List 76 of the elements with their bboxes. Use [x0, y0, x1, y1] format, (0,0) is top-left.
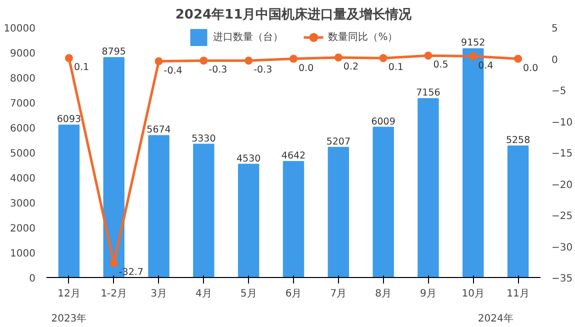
- y2-tick-label: −15: [552, 148, 573, 160]
- y-tick-label: 10000: [4, 24, 36, 34]
- x-tick-label: 10月: [462, 288, 485, 300]
- y-tick-label: 5000: [10, 148, 36, 160]
- point: [469, 52, 478, 60]
- y2-tick-label: −10: [552, 117, 573, 128]
- x-tick-label: 12月: [58, 288, 80, 300]
- data-label: 8795: [102, 46, 126, 58]
- y-tick-label: 0: [29, 274, 36, 284]
- point: [244, 56, 253, 65]
- y2-tick-label: −20: [552, 180, 573, 191]
- point: [64, 54, 73, 62]
- data-label: 7156: [416, 88, 440, 99]
- y-tick-label: 9000: [10, 48, 36, 60]
- data-label: 4642: [281, 150, 306, 162]
- point: [514, 54, 522, 63]
- y2-tick-label: 5: [552, 24, 558, 34]
- data-label: 6093: [56, 114, 82, 126]
- bar: [282, 160, 304, 278]
- data-label: -0.3: [208, 64, 228, 76]
- data-label: -0.3: [254, 64, 272, 76]
- bar: [372, 126, 394, 278]
- y-tick-label: 8000: [10, 74, 36, 84]
- point: [424, 52, 432, 60]
- y2-tick-label: −25: [552, 211, 573, 222]
- bar: [193, 144, 214, 278]
- y2-tick-label: −30: [552, 242, 573, 254]
- legend-label: 进口数量（台）: [213, 30, 284, 44]
- chart-title: 2024年11月中国机床进口量及增长情况: [175, 6, 413, 22]
- data-label: 0.2: [343, 62, 359, 72]
- y-tick-label: 2000: [10, 224, 36, 234]
- bar: [507, 146, 529, 278]
- x-tick-label: 3月: [150, 288, 167, 300]
- y-tick-label: 6000: [10, 124, 36, 134]
- data-label: 5330: [192, 133, 216, 144]
- point: [290, 54, 298, 63]
- point: [110, 259, 118, 268]
- data-label: 4530: [236, 153, 261, 164]
- data-label: 9152: [461, 38, 486, 49]
- x-tick-label: 9月: [420, 288, 436, 300]
- point: [200, 56, 208, 65]
- point: [334, 54, 342, 62]
- data-label: 6009: [371, 116, 396, 128]
- x-tick-label: 4月: [196, 288, 212, 300]
- y-tick-label: 7000: [10, 98, 36, 110]
- x-tick-label: 8月: [375, 288, 392, 300]
- x-tick-label: 7月: [330, 288, 347, 300]
- y2-tick-label: −35: [552, 274, 573, 284]
- data-label: 0.1: [74, 62, 90, 74]
- bar: [148, 135, 170, 278]
- point: [379, 54, 388, 62]
- bar: [328, 146, 350, 278]
- data-label: 5207: [326, 136, 351, 148]
- y2-tick-label: −5: [552, 86, 566, 97]
- bar: [58, 124, 80, 278]
- data-label: -0.4: [164, 65, 182, 76]
- y-tick-label: 1000: [10, 248, 36, 260]
- data-label: 0.0: [298, 62, 314, 74]
- bar: [238, 164, 260, 278]
- x-tick-label: 11月: [506, 288, 530, 300]
- data-label: 5674: [146, 124, 171, 136]
- data-label: 5258: [506, 135, 530, 146]
- data-label: 0.1: [388, 62, 404, 74]
- y-tick-label: 4000: [10, 174, 36, 184]
- point: [154, 57, 163, 66]
- data-label: 0.0: [523, 62, 538, 74]
- bar: [418, 98, 439, 278]
- data-label: 0.5: [433, 60, 448, 71]
- x-tick-label: 6月: [285, 288, 302, 300]
- legend-label: 数量同比（%）: [328, 30, 398, 44]
- x-tick-label: 5月: [240, 288, 257, 300]
- x-tick-label: 1-2月: [100, 288, 128, 300]
- y2-tick-label: 0: [552, 54, 558, 66]
- text: 2023年: [51, 312, 87, 324]
- text: 2024年: [478, 312, 514, 324]
- y-tick-label: 3000: [10, 198, 36, 210]
